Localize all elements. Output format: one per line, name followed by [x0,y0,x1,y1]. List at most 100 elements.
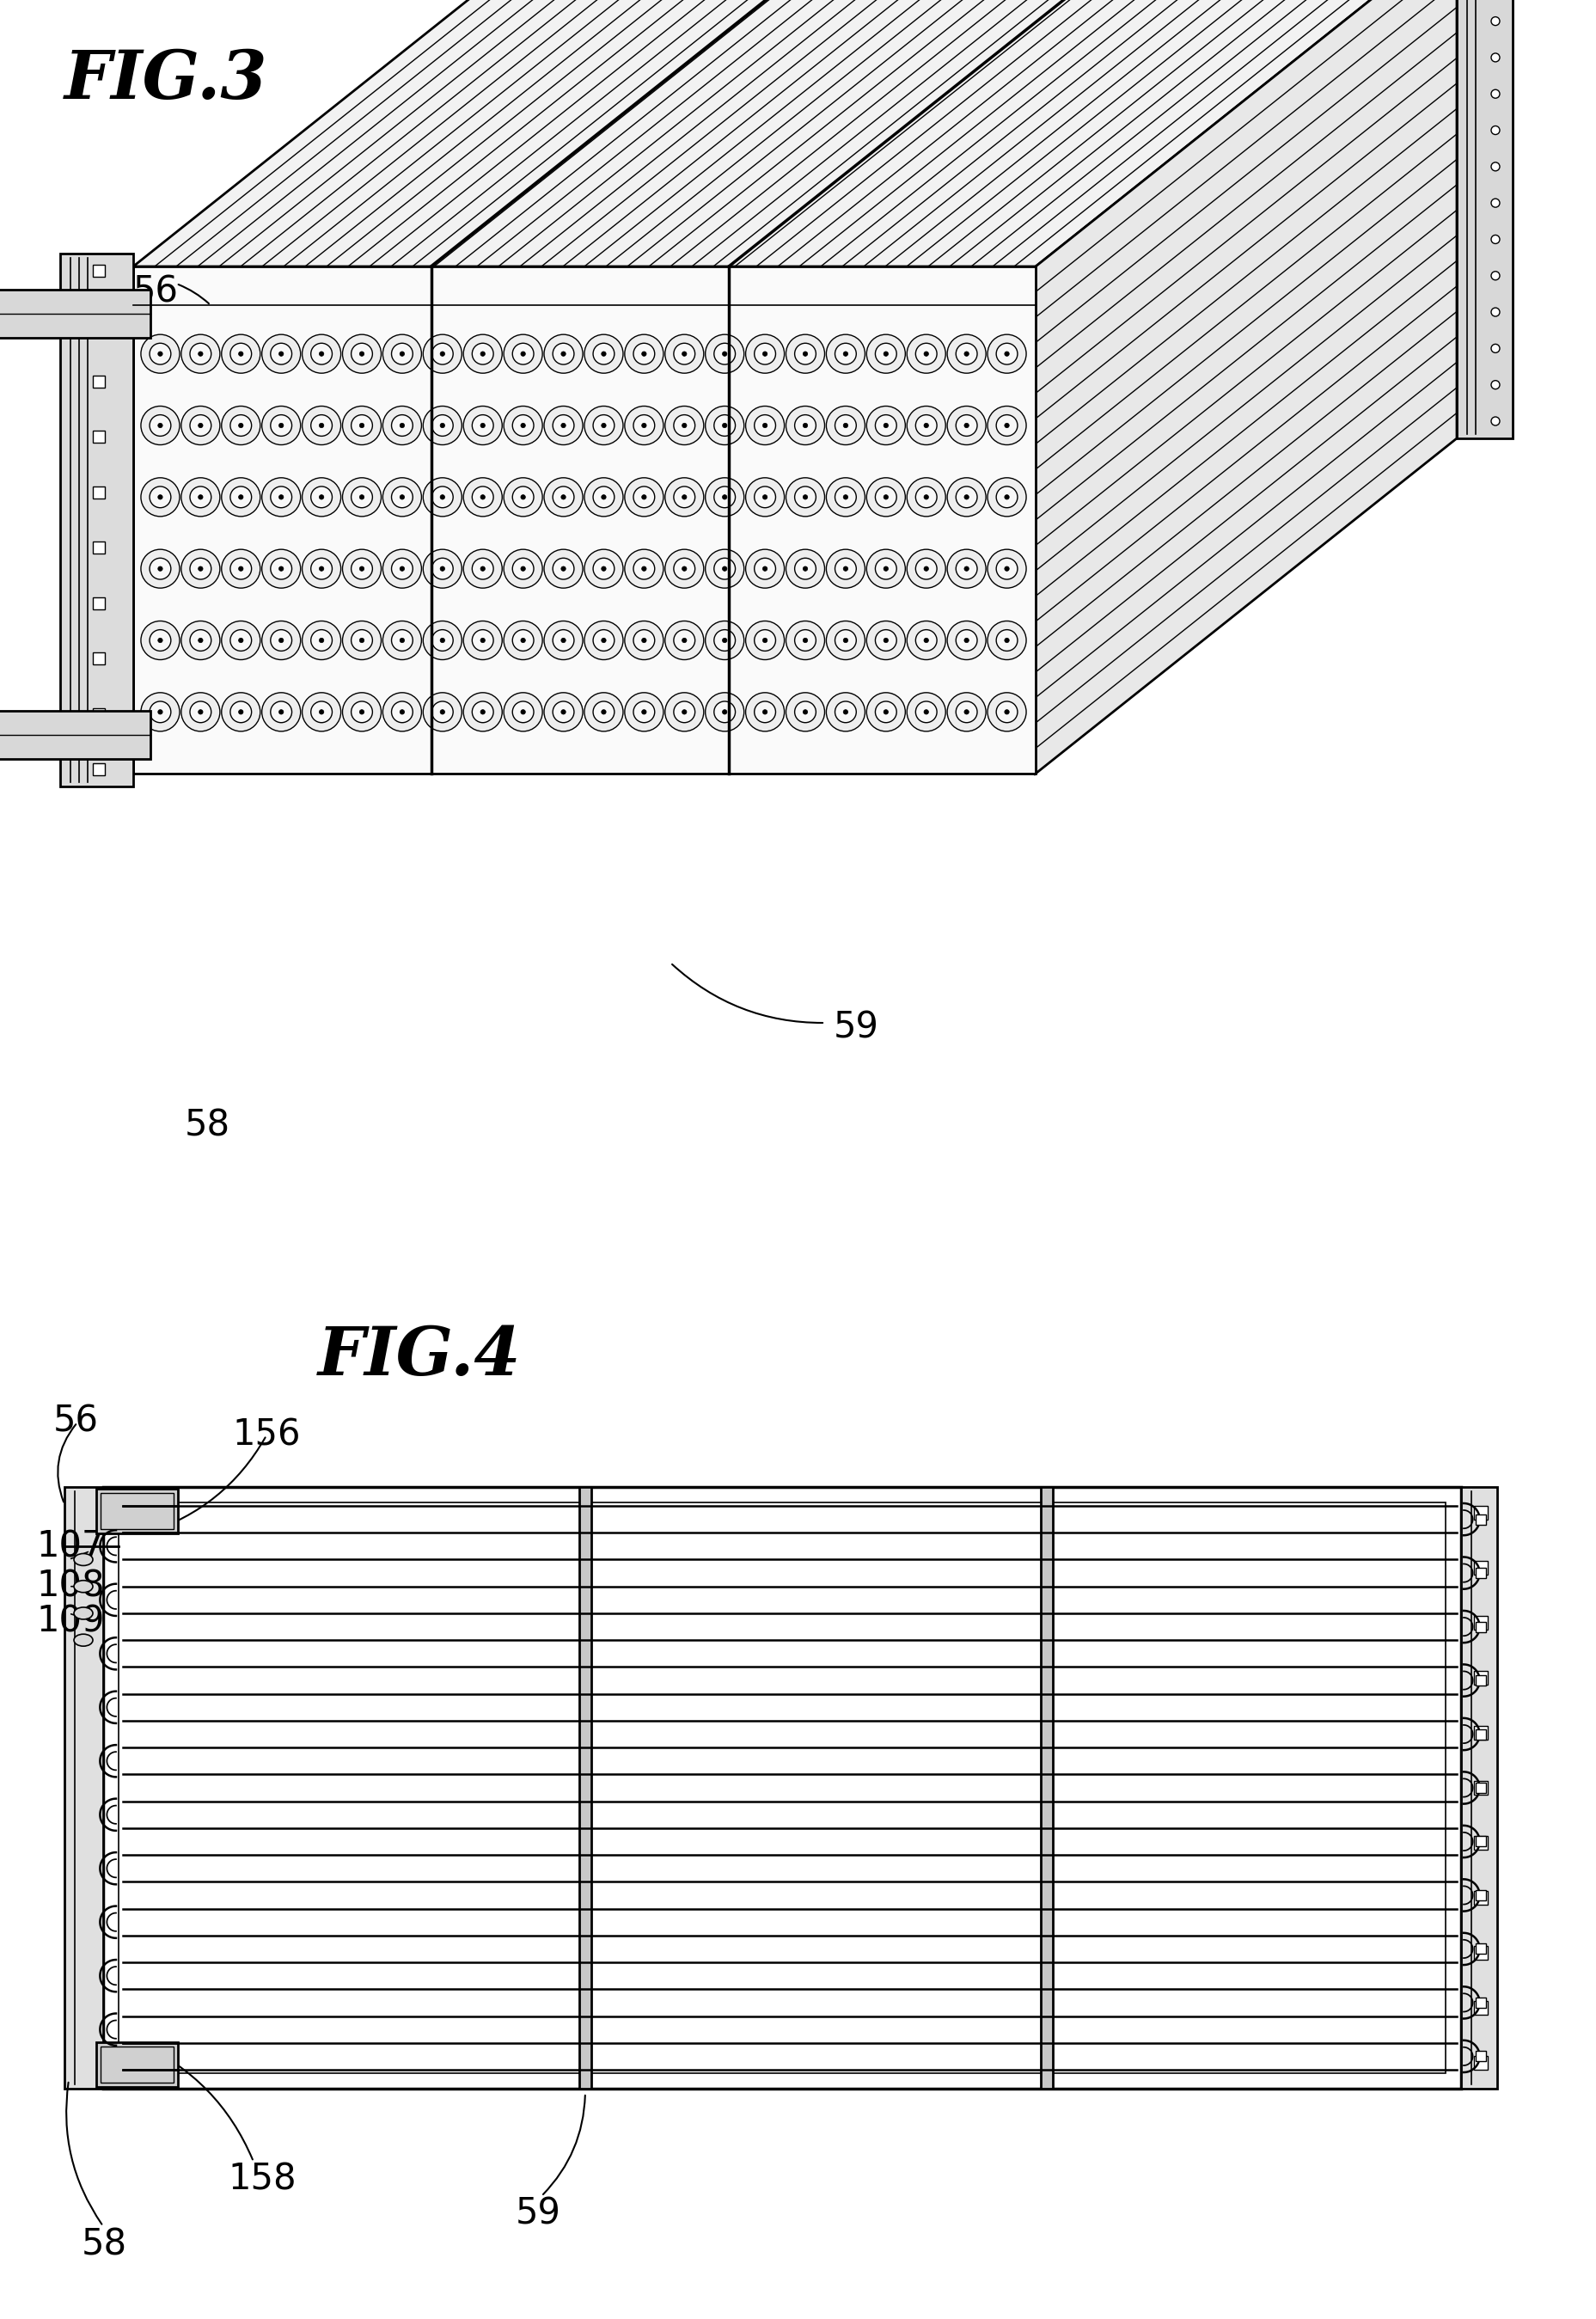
Circle shape [666,406,704,445]
Circle shape [433,343,453,364]
Circle shape [150,631,171,652]
Circle shape [158,638,163,642]
Circle shape [594,343,614,364]
Circle shape [763,352,768,357]
Circle shape [230,631,252,652]
Circle shape [182,621,220,659]
Circle shape [763,566,768,570]
Bar [1041,1486,1053,2089]
Circle shape [271,415,292,436]
Bar [64,1486,104,2089]
Circle shape [875,631,897,652]
Circle shape [642,494,646,499]
Circle shape [795,343,816,364]
Text: 58: 58 [185,1108,230,1143]
Circle shape [319,494,324,499]
Circle shape [552,631,575,652]
Circle shape [544,550,583,589]
Circle shape [520,566,525,570]
Circle shape [433,487,453,508]
Bar [1475,1672,1487,1684]
Circle shape [1491,271,1500,281]
Circle shape [674,415,694,436]
Circle shape [150,700,171,724]
Circle shape [681,638,686,642]
Circle shape [1004,352,1009,357]
Circle shape [343,478,381,517]
Bar [101,2048,174,2082]
Bar [0,290,150,339]
Circle shape [875,487,897,508]
Circle shape [480,710,485,714]
Bar [93,487,105,499]
Circle shape [681,710,686,714]
Circle shape [262,550,300,589]
Ellipse shape [73,1554,93,1565]
Circle shape [319,352,324,357]
Circle shape [520,422,525,427]
Circle shape [827,334,865,373]
Circle shape [433,700,453,724]
Circle shape [150,559,171,580]
Circle shape [835,343,857,364]
Bar [93,652,105,666]
Circle shape [1491,234,1500,243]
Circle shape [713,487,736,508]
Circle shape [512,487,533,508]
Circle shape [158,566,163,570]
Bar [93,707,105,719]
Circle shape [843,710,847,714]
Circle shape [584,621,622,659]
Text: 156: 156 [231,1417,300,1452]
Circle shape [230,487,252,508]
Circle shape [907,693,945,730]
Circle shape [827,621,865,659]
Circle shape [843,566,847,570]
Circle shape [956,415,977,436]
Circle shape [238,638,243,642]
Circle shape [594,487,614,508]
Circle shape [351,631,372,652]
Circle shape [681,352,686,357]
Bar [118,1503,1446,2073]
Circle shape [713,415,736,436]
Circle shape [946,478,986,517]
Circle shape [279,422,284,427]
Circle shape [916,487,937,508]
Circle shape [835,487,857,508]
Circle shape [182,550,220,589]
Bar [1475,1616,1487,1630]
Circle shape [401,710,404,714]
Circle shape [924,494,929,499]
Circle shape [520,710,525,714]
Circle shape [472,700,493,724]
Circle shape [666,693,704,730]
Bar [1475,1781,1487,1795]
Circle shape [351,415,372,436]
Polygon shape [61,253,132,786]
Circle shape [562,710,565,714]
Circle shape [279,352,284,357]
Circle shape [190,700,211,724]
Circle shape [674,700,694,724]
Circle shape [359,494,364,499]
Circle shape [916,559,937,580]
Circle shape [1491,53,1500,63]
Circle shape [433,559,453,580]
Circle shape [705,693,744,730]
Circle shape [544,478,583,517]
Circle shape [238,566,243,570]
Circle shape [867,621,905,659]
Bar [0,712,150,758]
Bar [1476,2050,1486,2062]
Circle shape [480,494,485,499]
Polygon shape [1036,0,1457,775]
Circle shape [705,334,744,373]
Circle shape [723,566,728,570]
Circle shape [222,550,260,589]
Circle shape [713,700,736,724]
Circle shape [311,343,332,364]
Circle shape [343,550,381,589]
Circle shape [674,343,694,364]
Circle shape [713,631,736,652]
